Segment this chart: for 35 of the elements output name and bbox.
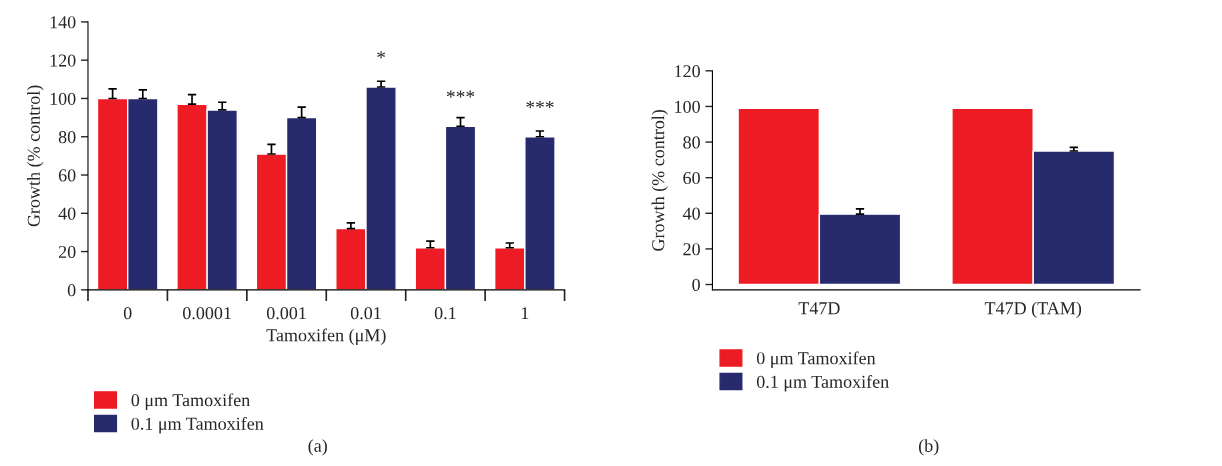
legend-label: 0.1 μm Tamoxifen xyxy=(756,375,889,392)
x-tick-label: 0.1 xyxy=(434,307,456,320)
x-tick-label: 0.01 xyxy=(350,307,381,320)
x-tick-label: T47D (TAM) xyxy=(984,301,1082,319)
y-tick-label: 100 xyxy=(50,92,76,105)
y-tick-label: 40 xyxy=(58,207,76,220)
y-tick-label: 20 xyxy=(683,243,700,256)
y-tick-label: 60 xyxy=(683,171,700,185)
x-tick-label: 0 xyxy=(123,307,132,320)
text: (b) xyxy=(918,439,939,456)
y-tick-label: 40 xyxy=(682,207,700,220)
legend-label: 0 μm Tamoxifen xyxy=(756,351,876,369)
annotation: * xyxy=(377,51,386,59)
y-tick-label: 100 xyxy=(675,100,700,113)
x-axis-title: Tamoxifen (μM) xyxy=(266,328,386,346)
y-tick-label: 60 xyxy=(58,169,76,182)
annotation: *** xyxy=(446,90,475,98)
y-tick-label: 80 xyxy=(58,131,76,144)
text: (a) xyxy=(308,439,327,456)
y-tick-label: 120 xyxy=(50,54,76,67)
y-tick-label: 120 xyxy=(675,65,700,78)
y-axis-title: Growth (% control) xyxy=(27,85,44,227)
x-tick-label: 1 xyxy=(521,307,529,320)
y-tick-label: 140 xyxy=(50,16,76,29)
y-axis-title: Growth (% control) xyxy=(651,109,668,251)
y-tick-label: 0 xyxy=(67,284,76,297)
y-tick-label: 80 xyxy=(683,136,700,149)
x-tick-label: T47D xyxy=(798,302,840,315)
y-tick-label: 0 xyxy=(692,278,700,291)
annotation: *** xyxy=(526,100,554,109)
y-tick-label: 20 xyxy=(58,245,76,259)
x-tick-label: 0.001 xyxy=(266,307,306,320)
legend-label: 0.1 μm Tamoxifen xyxy=(131,416,264,434)
legend-label: 0 μm Tamoxifen xyxy=(131,393,250,410)
x-tick-label: 0.0001 xyxy=(182,307,231,320)
